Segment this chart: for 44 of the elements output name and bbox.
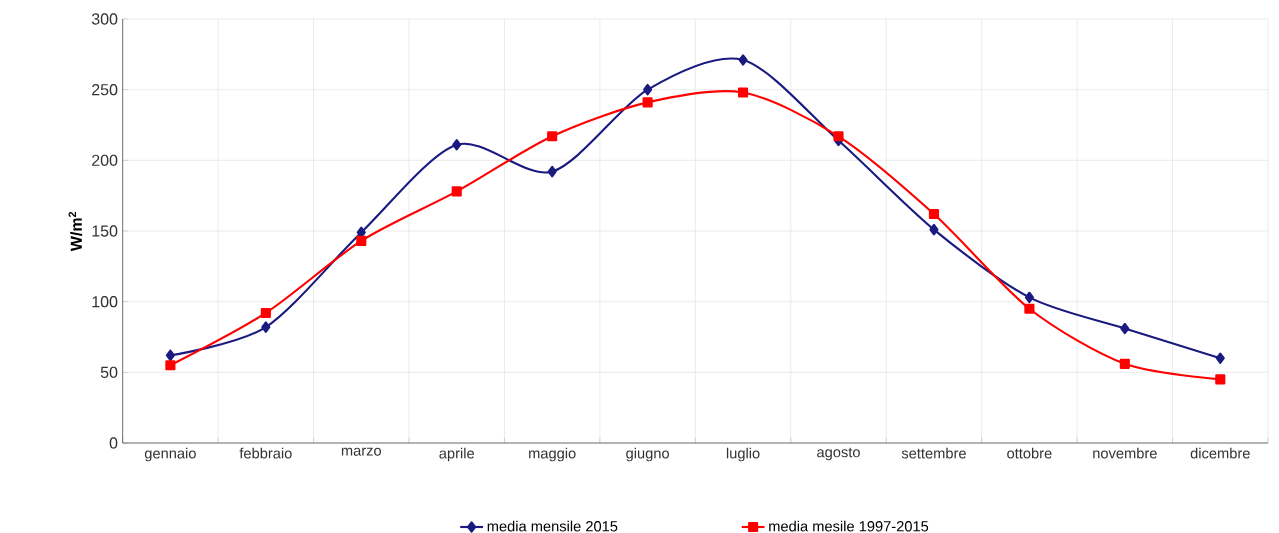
point [1215,352,1225,364]
point [547,131,558,142]
point [1215,374,1226,385]
x-tick-label: luglio [726,447,760,462]
legend-label: media mesile 1997-2015 [769,520,929,532]
point [452,139,462,151]
point [261,321,271,333]
y-axis-title: W/m$^{2}$ [68,211,83,252]
point [451,186,462,197]
x-tick-label: marzo [341,447,382,456]
point [929,223,939,236]
point [165,360,176,371]
point [547,165,557,178]
x-tick-label: febbraio [239,447,292,459]
x-tick-label: agosto [817,447,860,461]
x-tick-label: giugno [626,447,669,462]
y-tick-label: 50 [100,366,118,378]
y-tick-label: 250 [92,84,118,96]
point [1119,358,1130,369]
x-tick-label: ottobre [1007,447,1052,459]
point [260,307,271,319]
x-tick-label: maggio [529,447,576,462]
legend-label: media mensile 2015 [487,520,618,532]
x-tick-label: settembre [901,447,966,459]
y-tick-label: 0 [109,437,118,449]
x-tick-label: novembre [1093,447,1157,459]
point [737,87,749,98]
x-tick-label: gennaio [144,447,196,462]
x-tick-label: dicembre [1190,447,1250,459]
point [356,235,367,246]
y-tick-label: 200 [92,154,118,166]
point [1024,303,1035,314]
y-tick-label: 100 [92,296,118,308]
point [642,97,653,108]
x-tick-label: aprile [439,447,474,462]
point [643,83,653,96]
y-tick-label: 300 [91,13,118,25]
point [928,208,940,220]
point [738,54,748,66]
y-tick-label: 150 [92,225,118,237]
point [833,131,844,142]
point [165,349,175,362]
point [1024,291,1034,304]
point [1120,322,1130,335]
